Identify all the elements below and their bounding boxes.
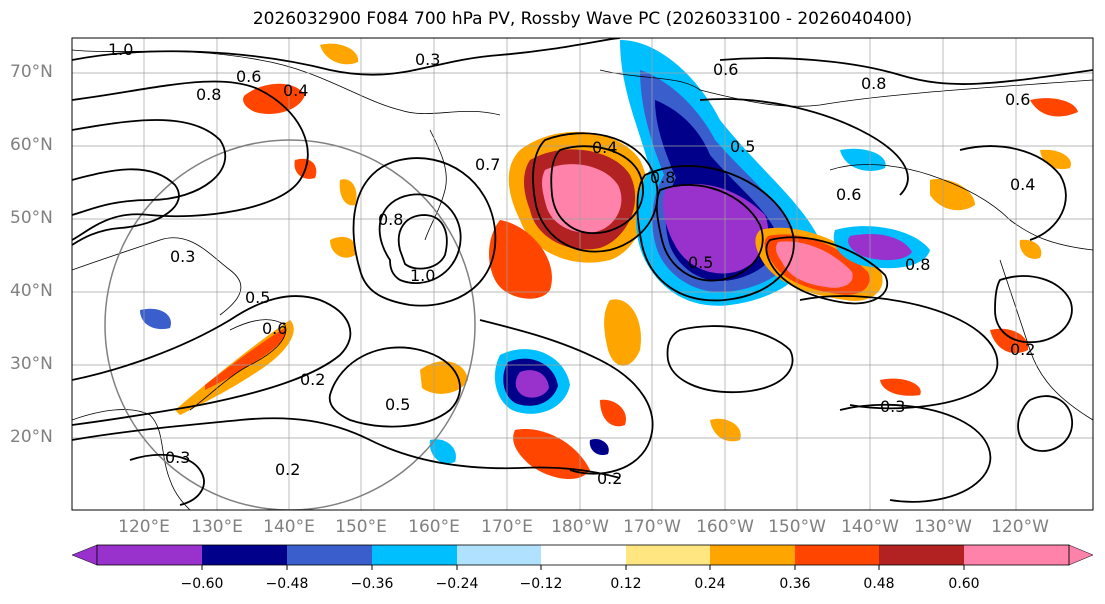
colorbar-tick-label: 0.12 [610, 576, 642, 592]
contour-label: 0.5 [245, 288, 270, 307]
contour-label: 1.0 [108, 40, 133, 59]
contour-label: 0.3 [165, 448, 190, 467]
lat-label: 50°N [10, 208, 53, 228]
lon-label: 130°W [914, 517, 972, 537]
lon-label: 160°E [408, 517, 460, 537]
lon-label: 120°W [991, 517, 1049, 537]
plot-frame [71, 37, 1094, 511]
lon-label: 170°W [623, 517, 681, 537]
lon-label: 140°E [263, 517, 315, 537]
contour-label: 0.6 [236, 67, 261, 86]
contour-label: 0.6 [836, 185, 861, 204]
colorbar-tick-label: 0.36 [779, 576, 811, 592]
contour-label: 0.8 [196, 85, 221, 104]
lon-label: 120°E [118, 517, 170, 537]
contour-label: 0.2 [597, 469, 622, 488]
plot-area [72, 38, 1093, 510]
colorbar-bin [879, 545, 964, 565]
colorbar-tick-label: −0.24 [435, 576, 479, 592]
colorbar-bin [287, 545, 372, 565]
contour-label: 0.7 [475, 155, 500, 174]
lat-label: 20°N [10, 427, 53, 447]
contour-label: 0.2 [275, 460, 300, 479]
colorbar-tick-label: −0.36 [350, 576, 394, 592]
colorbar-tick-label: −0.60 [180, 576, 224, 592]
gridlines [72, 38, 1093, 510]
contour-label: 0.6 [713, 60, 738, 79]
colorbar-tick-label: −0.12 [519, 576, 563, 592]
contour-label: 0.8 [905, 255, 930, 274]
lon-label: 140°W [841, 517, 899, 537]
anomaly-shading [140, 40, 1078, 480]
contour-labels: 1.0 0.3 0.6 0.8 0.4 0.6 0.8 0.6 0.3 0.8 … [108, 40, 1035, 488]
contour-label: 0.2 [300, 370, 325, 389]
colorbar-bin [964, 545, 1069, 565]
lat-label: 60°N [10, 135, 53, 155]
lon-label: 180°W [551, 517, 609, 537]
colorbar-tick-label: 0.60 [948, 576, 980, 592]
contour-label: 0.6 [262, 319, 287, 338]
colorbar-extend-high [1068, 544, 1094, 566]
colorbar-bin [541, 545, 626, 565]
colorbar-tick-label: 0.48 [863, 576, 895, 592]
lat-label: 30°N [10, 354, 53, 374]
contour-label: 0.3 [170, 247, 195, 266]
contour-label: 0.4 [283, 81, 308, 100]
contour-label: 0.5 [385, 395, 410, 414]
lon-label: 150°E [335, 517, 387, 537]
colorbar-tick-label: 0.24 [694, 576, 726, 592]
colorbar-bin [97, 545, 202, 565]
contour-label: 0.6 [1005, 90, 1030, 109]
colorbar-bin [372, 545, 457, 565]
lon-label: 130°E [191, 517, 243, 537]
lon-label: 160°W [696, 517, 754, 537]
colorbar-extend-low [71, 544, 98, 566]
contour-label: 0.5 [730, 137, 755, 156]
lat-label: 40°N [10, 281, 53, 301]
colorbar-bin [710, 545, 795, 565]
lon-label: 150°W [768, 517, 826, 537]
colorbar-bin [457, 545, 541, 565]
contour-label: 0.3 [415, 50, 440, 69]
contour-label: 0.8 [378, 210, 403, 229]
lon-label: 170°E [481, 517, 533, 537]
lat-label: 70°N [10, 62, 53, 82]
radius-circle [104, 139, 476, 510]
contour-label: 0.8 [650, 168, 675, 187]
contour-label: 0.3 [880, 397, 905, 416]
colorbar-bin [202, 545, 287, 565]
contour-label: 0.5 [688, 253, 713, 272]
colorbar [71, 544, 1094, 570]
contour-label: 0.2 [1010, 340, 1035, 359]
pv-contours [72, 38, 1093, 506]
colorbar-bin [795, 545, 879, 565]
contour-label: 0.4 [1010, 175, 1035, 194]
colorbar-bin [626, 545, 710, 565]
colorbar-tick-label: −0.48 [265, 576, 309, 592]
map-title: 2026032900 F084 700 hPa PV, Rossby Wave … [252, 9, 913, 29]
contour-label: 1.0 [410, 266, 435, 285]
contour-label: 0.8 [861, 74, 886, 93]
contour-label: 0.4 [592, 138, 617, 157]
